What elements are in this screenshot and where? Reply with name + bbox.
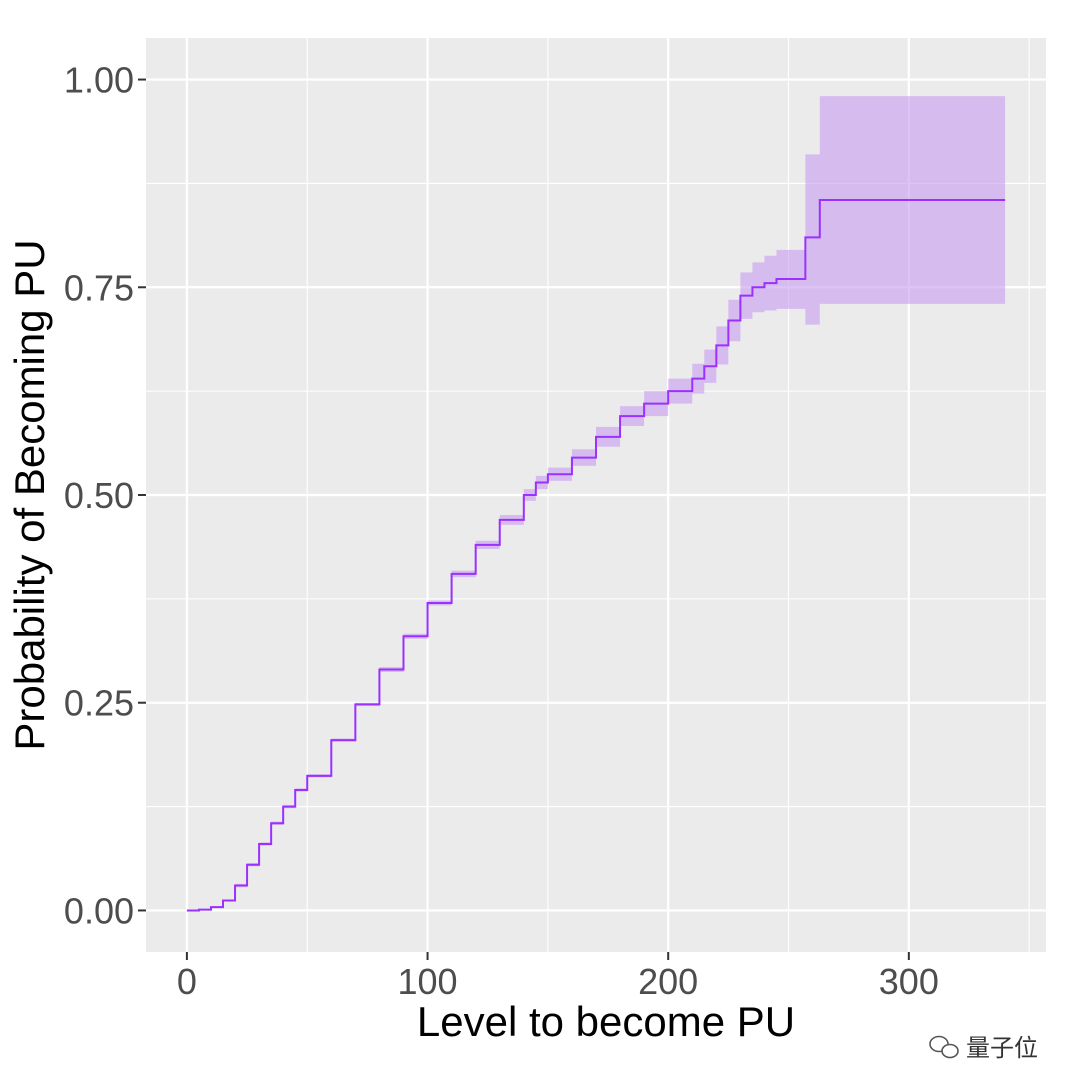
x-axis-ticks: 0 100 200 300 bbox=[177, 952, 939, 1002]
y-tick-label: 0.25 bbox=[64, 683, 134, 724]
y-tick-label: 0.00 bbox=[64, 890, 134, 931]
wechat-icon bbox=[929, 1035, 959, 1059]
watermark-text: 量子位 bbox=[966, 1034, 1038, 1062]
y-axis-ticks: 0.00 0.25 0.50 0.75 1.00 bbox=[64, 60, 146, 931]
y-tick-label: 0.75 bbox=[64, 267, 134, 308]
x-tick-label: 200 bbox=[638, 961, 698, 1002]
x-tick-label: 300 bbox=[879, 961, 939, 1002]
x-tick-label: 0 bbox=[177, 961, 197, 1002]
watermark: 量子位 bbox=[929, 1034, 1038, 1062]
y-tick-label: 0.50 bbox=[64, 475, 134, 516]
major-gridlines bbox=[146, 38, 1046, 952]
step-line bbox=[186, 199, 1006, 912]
y-tick-label: 1.00 bbox=[64, 60, 134, 101]
y-axis-title: Probability of Becoming PU bbox=[6, 239, 53, 750]
x-tick-label: 100 bbox=[398, 961, 458, 1002]
confidence-band bbox=[186, 96, 1006, 911]
x-axis-title: Level to become PU bbox=[417, 998, 795, 1045]
